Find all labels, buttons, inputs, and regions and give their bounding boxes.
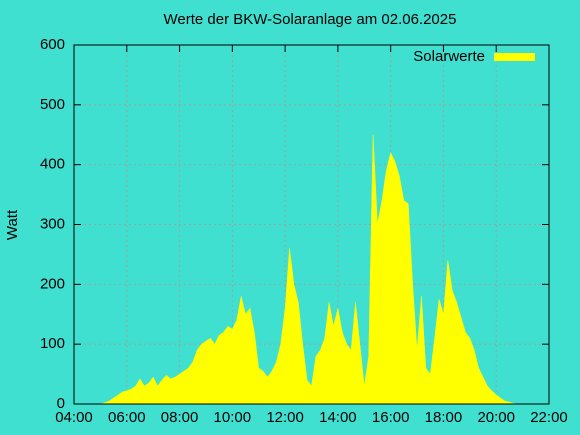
y-tick-label: 500 [40, 96, 65, 113]
x-tick-label: 16:00 [372, 409, 410, 426]
y-tick-label: 100 [40, 335, 65, 352]
x-tick-label: 12:00 [266, 409, 304, 426]
y-tick-label: 300 [40, 215, 65, 232]
x-tick-label: 06:00 [108, 409, 146, 426]
x-tick-label: 04:00 [55, 409, 93, 426]
area [100, 134, 519, 405]
x-tick-label: 22:00 [530, 409, 568, 426]
x-tick-label: 10:00 [214, 409, 252, 426]
x-tick-label: 14:00 [319, 409, 357, 426]
x-tick-label: 08:00 [161, 409, 199, 426]
x-tick-label: 20:00 [477, 409, 515, 426]
plot-border [73, 44, 550, 405]
legend-swatch [494, 53, 535, 61]
y-tick-label: 0 [57, 395, 65, 412]
y-tick-label: 200 [40, 275, 65, 292]
y-axis-label: Watt [4, 209, 21, 240]
chart-title: Werte der BKW-Solaranlage am 02.06.2025 [164, 11, 457, 28]
legend-label: Solarwerte [413, 48, 485, 65]
y-tick-label: 600 [40, 36, 65, 53]
x-tick-label: 18:00 [425, 409, 463, 426]
y-tick-label: 400 [40, 156, 65, 173]
